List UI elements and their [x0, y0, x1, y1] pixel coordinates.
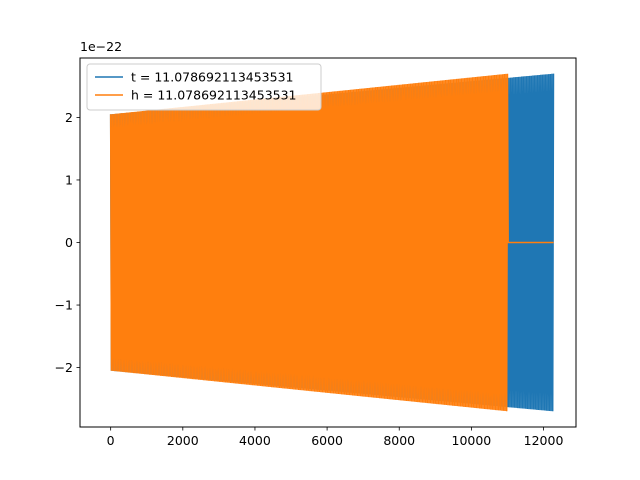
- y-tick-label: −2: [55, 360, 73, 375]
- legend-label-0: t = 11.078692113453531: [131, 70, 294, 85]
- legend: t = 11.078692113453531 h = 11.07869211345…: [86, 63, 322, 111]
- y-axis: −2 −1 0 1 2: [55, 110, 80, 375]
- y-offset-label: 1e−22: [80, 39, 122, 54]
- series-line-1: [109, 73, 554, 412]
- x-tick-label: 4000: [239, 433, 271, 448]
- x-tick-label: 6000: [311, 433, 343, 448]
- x-tick-label: 8000: [383, 433, 415, 448]
- y-tick-label: 0: [65, 235, 73, 250]
- x-tick-label: 10000: [452, 433, 492, 448]
- x-axis: 0 2000 4000 6000 8000 10000 12000: [107, 427, 564, 448]
- y-tick-label: 1: [65, 172, 73, 187]
- plot-area: [109, 73, 555, 412]
- y-tick-label: −1: [55, 298, 73, 313]
- legend-box: [86, 63, 322, 111]
- legend-label-1: h = 11.078692113453531: [131, 88, 297, 103]
- x-tick-label: 12000: [524, 433, 564, 448]
- x-tick-label: 0: [107, 433, 115, 448]
- x-tick-label: 2000: [167, 433, 199, 448]
- y-tick-label: 2: [65, 110, 73, 125]
